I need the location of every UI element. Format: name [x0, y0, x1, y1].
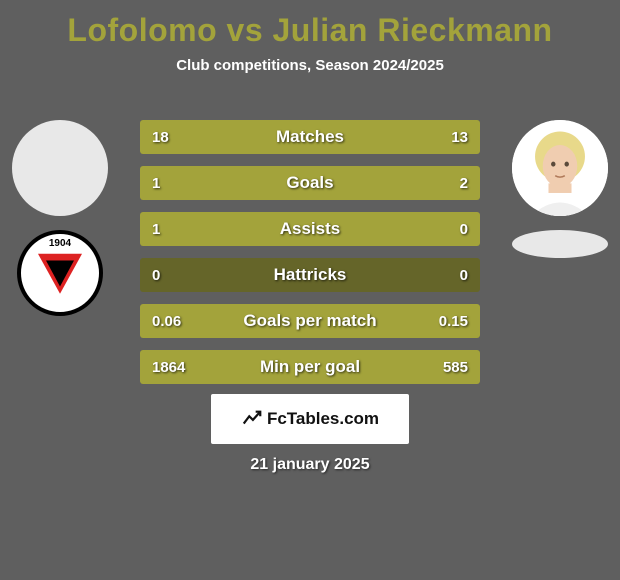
stat-row: 10Assists	[140, 212, 480, 246]
stats-bars: 1813Matches12Goals10Assists00Hattricks0.…	[140, 120, 480, 396]
stat-value-left: 1	[152, 166, 160, 200]
stat-row: 0.060.15Goals per match	[140, 304, 480, 338]
stat-value-right: 13	[451, 120, 468, 154]
stat-bar-right	[252, 166, 480, 200]
stat-value-right: 2	[460, 166, 468, 200]
stat-value-right: 585	[443, 350, 468, 384]
club-year: 1904	[21, 238, 99, 249]
date-text: 21 january 2025	[0, 456, 620, 474]
chart-icon	[241, 408, 263, 430]
stat-bar-left	[140, 120, 337, 154]
stat-row: 00Hattricks	[140, 258, 480, 292]
brand-badge: FcTables.com	[211, 394, 409, 444]
subtitle: Club competitions, Season 2024/2025	[0, 57, 620, 74]
player-right-club-ellipse	[512, 230, 608, 258]
player-right-face-icon	[512, 120, 608, 216]
player-right-avatar	[512, 120, 608, 216]
stat-value-left: 1864	[152, 350, 185, 384]
stat-value-left: 0	[152, 258, 160, 292]
stat-value-right: 0.15	[439, 304, 468, 338]
stat-row: 12Goals	[140, 166, 480, 200]
stat-bar-left	[140, 212, 480, 246]
stat-value-right: 0	[460, 212, 468, 246]
stat-row: 1864585Min per goal	[140, 350, 480, 384]
stat-row: 1813Matches	[140, 120, 480, 154]
page-title: Lofolomo vs Julian Rieckmann	[0, 0, 620, 49]
stat-value-left: 0.06	[152, 304, 181, 338]
brand-text: FcTables.com	[267, 409, 379, 429]
player-right-column	[510, 120, 610, 258]
stat-value-left: 18	[152, 120, 169, 154]
player-left-club-badge: 1904	[17, 230, 103, 316]
player-left-avatar	[12, 120, 108, 216]
stat-value-left: 1	[152, 212, 160, 246]
stat-value-right: 0	[460, 258, 468, 292]
player-left-column: 1904	[10, 120, 110, 316]
